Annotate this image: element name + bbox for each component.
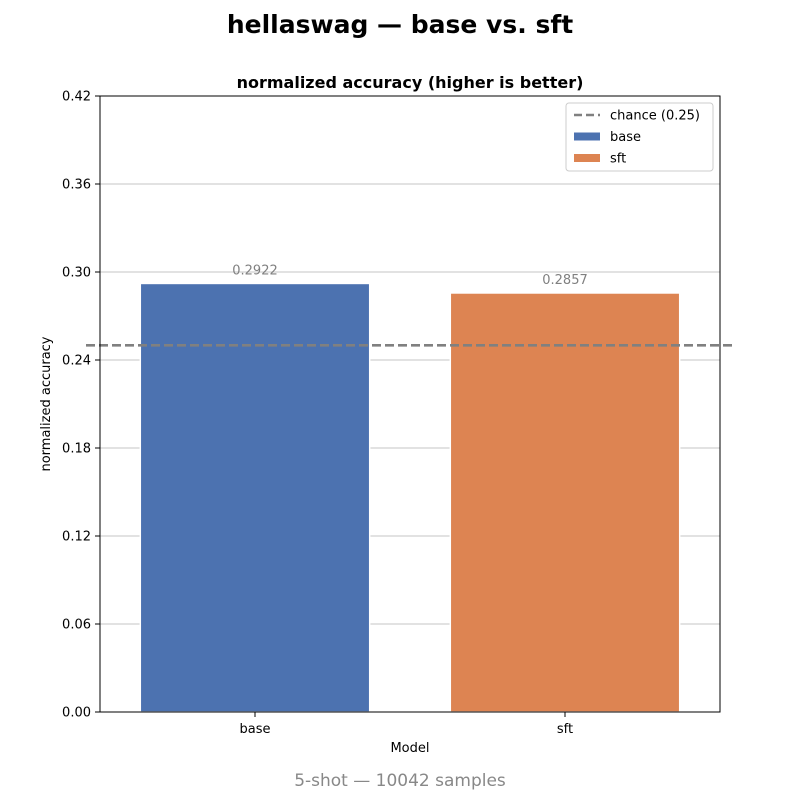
bar-base — [139, 282, 371, 713]
y-tick-label: 0.18 — [62, 442, 91, 457]
legend-label: chance (0.25) — [610, 109, 700, 124]
y-tick-label: 0.24 — [62, 354, 91, 369]
x-tick-label-base: base — [240, 722, 271, 737]
value-labels: 0.2922 0.2857 — [232, 263, 588, 288]
value-label-sft: 0.2857 — [542, 273, 588, 288]
chart-title: normalized accuracy (higher is better) — [237, 73, 584, 92]
y-axis-ticks: 0.00 0.06 0.12 0.18 0.24 0.30 0.36 0.42 — [62, 90, 100, 721]
y-tick-label: 0.36 — [62, 178, 91, 193]
legend-box — [565, 102, 714, 172]
y-tick-label: 0.06 — [62, 618, 91, 633]
y-tick-label: 0.00 — [62, 706, 91, 721]
footer-note: 5-shot — 10042 samples — [294, 771, 506, 791]
legend-label: base — [610, 130, 641, 145]
plot-frame — [99, 95, 721, 713]
value-label-base: 0.2922 — [232, 263, 278, 278]
y-axis-label: normalized accuracy — [39, 336, 54, 471]
y-tick-label: 0.42 — [62, 90, 91, 105]
legend-swatch-base — [574, 132, 600, 141]
bar-sft — [449, 292, 681, 713]
x-tick-label-sft: sft — [557, 722, 573, 737]
y-tick-label: 0.12 — [62, 530, 91, 545]
legend: chance (0.25) base sft — [565, 102, 714, 172]
figure-title: hellaswag — base vs. sft — [226, 10, 574, 39]
x-axis-label: Model — [390, 741, 429, 756]
x-axis-ticks: base sft — [240, 712, 573, 737]
bars — [139, 282, 681, 713]
y-tick-label: 0.30 — [62, 266, 91, 281]
legend-swatch-sft — [574, 154, 600, 162]
legend-label: sft — [610, 152, 626, 167]
